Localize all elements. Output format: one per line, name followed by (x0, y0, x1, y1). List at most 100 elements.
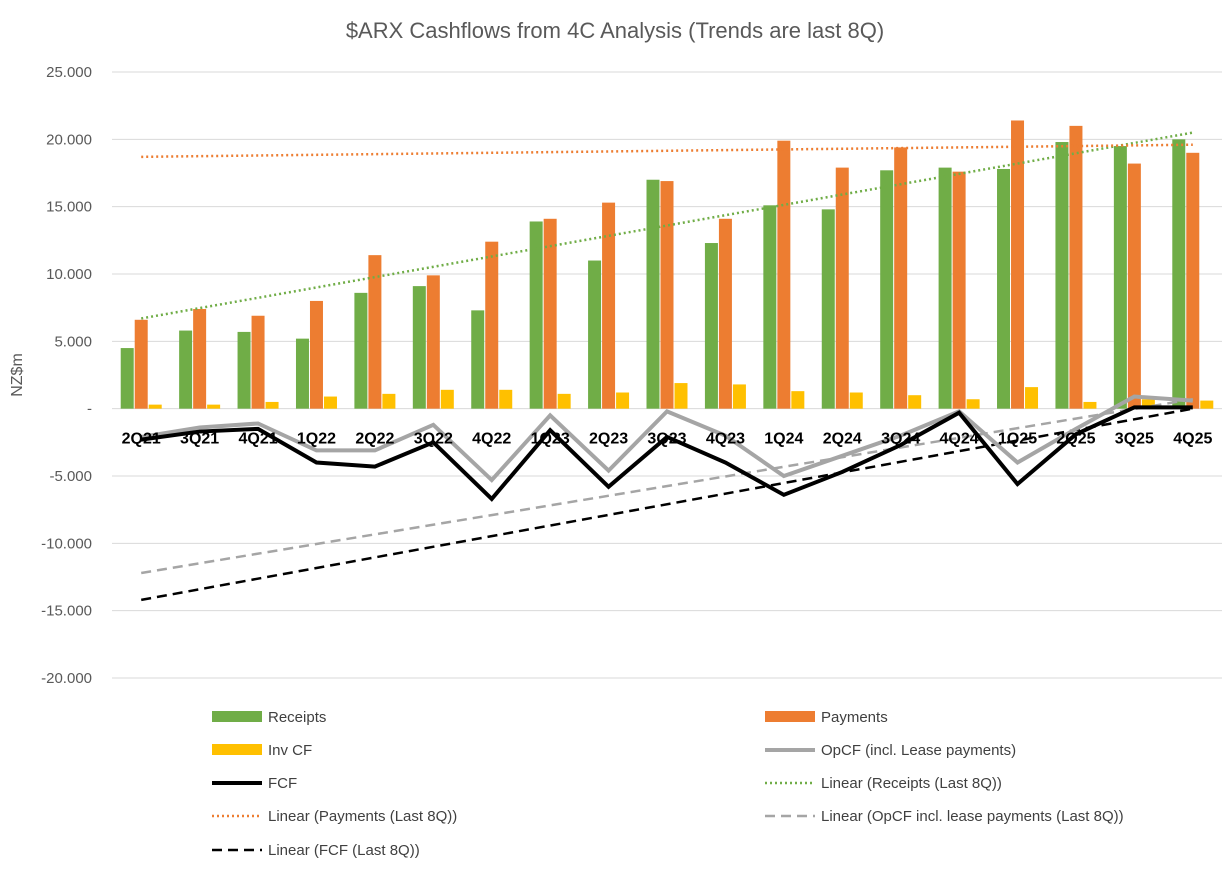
legend-item: Linear (Payments (Last 8Q)) (212, 808, 457, 825)
bar (938, 167, 952, 409)
bar (440, 389, 454, 409)
bar-series-inv-cf (148, 383, 1214, 409)
bar (134, 319, 148, 409)
x-category-label: 1Q25 (998, 431, 1037, 448)
bar (718, 218, 732, 409)
trendline (141, 143, 1193, 159)
bar (791, 391, 805, 409)
legend-item: Linear (OpCF incl. lease payments (Last … (765, 808, 1124, 825)
bar (732, 384, 746, 409)
series-line (140, 405, 1193, 502)
bar (193, 309, 207, 409)
y-tick-label: - (87, 401, 92, 418)
x-category-label: 3Q25 (1115, 431, 1154, 448)
bar (412, 286, 426, 409)
bar (849, 392, 863, 409)
y-axis-title: NZ$m (9, 353, 26, 397)
y-tick-label: -20.000 (41, 670, 92, 687)
series-line (140, 394, 1193, 483)
bar (602, 202, 616, 409)
bar (499, 389, 513, 409)
legend-label: OpCF (incl. Lease payments) (821, 742, 1016, 759)
x-category-label: 3Q24 (881, 431, 920, 448)
x-category-label: 2Q24 (823, 431, 862, 448)
bar (763, 205, 777, 409)
bar (704, 243, 718, 409)
x-category-label: 1Q22 (297, 431, 336, 448)
trendline (141, 398, 1193, 575)
bar (1055, 142, 1069, 409)
bar-series (120, 120, 1214, 409)
bar (1200, 400, 1214, 409)
legend-label: Linear (Payments (Last 8Q)) (268, 808, 457, 825)
bar (529, 221, 543, 409)
x-category-label: 4Q25 (1173, 431, 1212, 448)
x-category-label: 1Q23 (531, 431, 570, 448)
bar (207, 404, 221, 409)
legend-label: Receipts (268, 709, 326, 726)
bar (660, 181, 674, 409)
y-tick-label: -10.000 (41, 535, 92, 552)
x-category-label: 4Q23 (706, 431, 745, 448)
x-category-label: 1Q24 (764, 431, 803, 448)
x-category-label: 2Q22 (355, 431, 394, 448)
legend-item: FCF (212, 775, 297, 792)
bar-series-payments (134, 120, 1200, 409)
bar (251, 315, 265, 409)
bar (323, 396, 337, 409)
x-axis-categories: 2Q21 3Q21 4Q21 1Q22 2Q22 3Q22 4Q22 1Q23 2Q23 3Q23… (122, 431, 1213, 448)
y-tick-label: -15.000 (41, 603, 92, 620)
bar (1113, 146, 1127, 409)
bar (426, 275, 440, 409)
legend-label: Inv CF (268, 742, 312, 759)
bar (997, 168, 1011, 409)
legend-item: Payments (765, 709, 888, 726)
y-axis-ticks: 25.000 20.000 15.000 10.000 5.000 - -5.000 -10.… (41, 64, 92, 687)
bar (966, 399, 980, 409)
bar (1172, 139, 1186, 409)
x-category-label: 4Q22 (472, 431, 511, 448)
bar (309, 300, 323, 409)
bar (821, 209, 835, 409)
legend-swatch (765, 711, 815, 722)
trendline (140, 407, 1194, 602)
bar (543, 218, 557, 409)
chart-title: $ARX Cashflows from 4C Analysis (Trends … (346, 18, 884, 43)
bar (908, 395, 922, 409)
bar (557, 393, 571, 409)
bar (382, 393, 396, 409)
legend-item: OpCF (incl. Lease payments) (765, 742, 1016, 759)
bar (646, 179, 660, 409)
legend-item: Linear (Receipts (Last 8Q)) (765, 775, 1002, 792)
legend-item: Inv CF (212, 742, 312, 759)
bar (120, 348, 134, 409)
bar (588, 260, 602, 409)
y-tick-label: 5.000 (54, 333, 92, 350)
x-category-label: 4Q21 (238, 431, 277, 448)
x-category-label: 3Q21 (180, 431, 219, 448)
bar (1083, 401, 1097, 409)
bar (1186, 152, 1200, 409)
x-category-label: 3Q22 (414, 431, 453, 448)
y-tick-label: 15.000 (46, 199, 92, 216)
bar (179, 330, 193, 409)
bar (1025, 387, 1039, 409)
legend-item: Linear (FCF (Last 8Q)) (212, 842, 420, 859)
x-category-label: 3Q23 (647, 431, 686, 448)
legend-label: Linear (Receipts (Last 8Q)) (821, 775, 1002, 792)
bar-series-receipts (120, 139, 1186, 409)
bar (674, 383, 688, 409)
x-category-label: 2Q21 (122, 431, 161, 448)
y-tick-label: 25.000 (46, 64, 92, 81)
bar (777, 140, 791, 409)
legend-label: Linear (OpCF incl. lease payments (Last … (821, 808, 1124, 825)
y-tick-label: -5.000 (49, 468, 92, 485)
bar (471, 310, 485, 409)
legend-label: FCF (268, 775, 297, 792)
trendlines (140, 131, 1194, 602)
legend-swatch (212, 744, 262, 755)
bar (952, 171, 966, 409)
x-category-label: 2Q25 (1056, 431, 1095, 448)
